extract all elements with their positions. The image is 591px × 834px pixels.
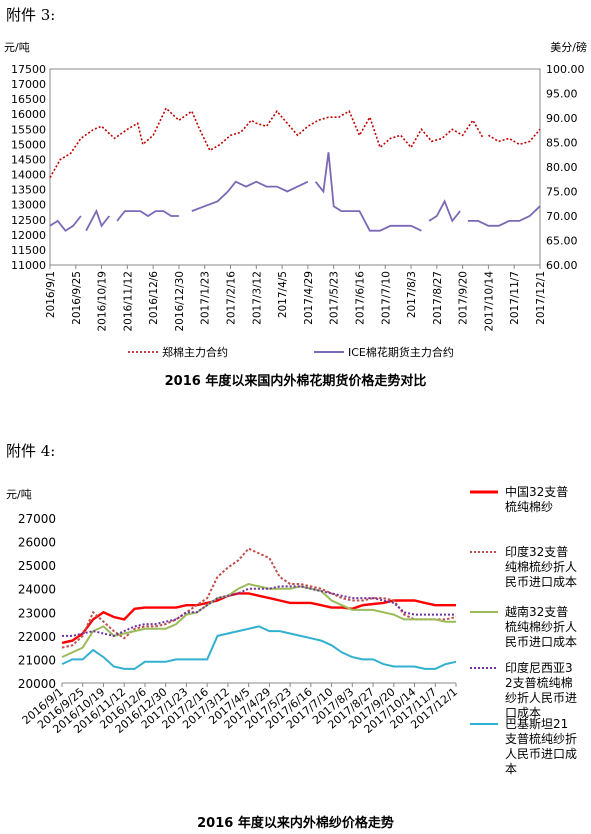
legend-label-vietnam-32s: 越南32支普梳纯棉纱折人民币进口成本 — [505, 604, 577, 649]
x-axis-tick-label: 2017/10/14 — [483, 271, 495, 332]
y-axis-tick-label: 27000 — [18, 512, 56, 526]
left-axis-tick-label: 13500 — [11, 184, 46, 197]
legend-label-zhengzhou-cotton: 郑棉主力合约 — [162, 345, 228, 359]
x-axis-tick-label: 2016/12/30 — [174, 271, 186, 332]
series-line-china-32s — [61, 592, 456, 645]
left-axis-tick-label: 11000 — [11, 259, 46, 272]
chart2-title: 2016 年度以来内外棉纱价格走势 — [197, 816, 394, 831]
legend-label-india-32s: 印度32支普纯棉梳纱折人民币进口成本 — [505, 544, 577, 589]
annex-3-label: 附件 3: — [6, 6, 56, 24]
x-axis-tick-label: 2017/7/10 — [380, 271, 392, 325]
y-axis-unit: 元/吨 — [6, 488, 32, 501]
left-axis-tick-label: 16500 — [11, 93, 46, 106]
left-axis-tick-label: 14500 — [11, 153, 46, 166]
x-axis-tick-label: 2017/9/20 — [458, 271, 470, 325]
y-axis-tick-label: 25000 — [18, 559, 56, 573]
left-axis-tick-label: 16000 — [11, 108, 46, 121]
x-axis-tick-label: 2017/4/5 — [277, 271, 289, 318]
legend-label-indonesia-32s: 印度尼西亚3 2支普梳纯棉纱折人民币进口成本 — [505, 660, 577, 720]
right-axis-tick-label: 90.00 — [546, 112, 578, 125]
x-axis-tick-label: 2016/11/12 — [122, 271, 134, 332]
x-axis-tick-label: 2017/5/23 — [329, 271, 341, 325]
series-line-indonesia-32s — [62, 585, 456, 637]
left-axis-tick-label: 11500 — [11, 244, 46, 257]
x-axis-tick-label: 2017/1/23 — [200, 271, 212, 325]
x-axis-tick-label: 2017/8/3 — [406, 271, 418, 318]
cotton-futures-chart: 元/吨 美分/磅 11000 11500 12000 12500 13000 13500 140… — [4, 40, 587, 359]
right-axis-tick-label: 85.00 — [546, 137, 578, 150]
x-axis-tick-label: 2017/2/16 — [226, 271, 238, 325]
left-axis-unit: 元/吨 — [4, 41, 30, 54]
x-axis-tick-label: 2017/8/27 — [432, 271, 444, 325]
right-axis-tick-label: 80.00 — [546, 161, 578, 174]
left-axis-tick-label: 17000 — [11, 78, 46, 91]
y-axis-tick-label: 26000 — [18, 536, 56, 550]
series-line-vietnam-32s — [61, 582, 456, 659]
x-axis-tick-label: 2016/9/25 — [71, 271, 83, 325]
legend-label-ice-cotton: ICE棉花期货主力合约 — [348, 345, 454, 359]
series-line-ice-cotton — [49, 152, 541, 232]
y-axis-tick-label: 23000 — [18, 606, 56, 620]
series-line-zhengzhou-cotton — [49, 106, 541, 178]
left-axis-tick-label: 15000 — [11, 138, 46, 151]
right-axis-tick-label: 100.00 — [546, 63, 585, 76]
right-axis-tick-label: 60.00 — [546, 259, 578, 272]
series-line-pakistan-21s — [61, 625, 457, 670]
y-axis-tick-label: 20000 — [18, 677, 56, 691]
annex-4-label: 附件 4: — [6, 442, 56, 460]
series-line-india-32s — [61, 547, 457, 649]
left-axis-tick-label: 17500 — [11, 63, 46, 76]
x-axis-tick-label: 2017/11/7 — [509, 271, 521, 325]
right-axis-tick-label: 65.00 — [546, 235, 578, 248]
y-axis-tick-label: 22000 — [18, 630, 56, 644]
left-axis-tick-label: 13000 — [11, 199, 46, 212]
right-axis-tick-label: 70.00 — [546, 210, 578, 223]
x-axis-tick-label: 2017/3/12 — [251, 271, 263, 325]
x-axis-tick-label: 2017/12/1 — [535, 271, 547, 325]
x-axis-tick-label: 2016/12/6 — [148, 271, 160, 325]
left-axis-tick-label: 12000 — [11, 229, 46, 242]
chart1-title: 2016 年度以来国内外棉花期货价格走势对比 — [164, 374, 427, 389]
left-axis-tick-label: 15500 — [11, 123, 46, 136]
x-axis-tick-label: 2017/6/16 — [354, 271, 366, 325]
x-axis-tick-label: 2016/10/19 — [97, 271, 109, 332]
legend-label-pakistan-21s: 巴基斯坦21 支普梳纯纱折人民币进口成本 — [505, 717, 577, 776]
right-axis-tick-label: 95.00 — [546, 88, 578, 101]
left-axis-tick-label: 12500 — [11, 214, 46, 227]
y-axis-tick-label: 24000 — [18, 583, 56, 597]
cotton-yarn-chart: 元/吨 20000 21000 22000 23000 24000 25000 26000 27… — [6, 484, 577, 776]
legend-label-china-32s: 中国32支普梳纯棉纱 — [505, 484, 568, 514]
right-axis-unit: 美分/磅 — [550, 40, 587, 54]
plot-area-frame — [49, 68, 541, 266]
x-axis-tick-label: 2016/9/1 — [45, 271, 57, 318]
right-axis-tick-label: 75.00 — [546, 186, 578, 199]
left-axis-tick-label: 14000 — [11, 169, 46, 182]
x-axis-tick-label: 2017/4/29 — [303, 271, 315, 325]
y-axis-tick-label: 21000 — [18, 653, 56, 667]
